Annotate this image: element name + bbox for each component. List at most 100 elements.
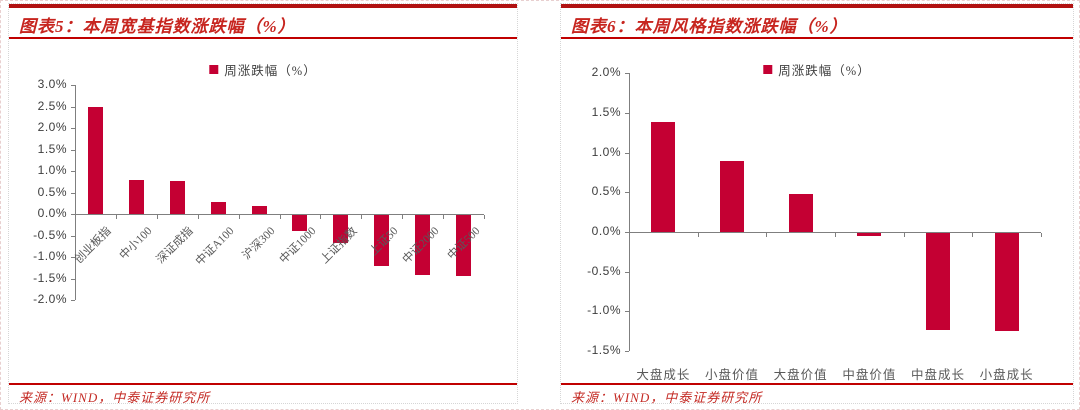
bar-chart-broad-index: 周涨跌幅（%） 3.0% 2.5% 2.0% 1.5% 1.0% 0.5% 0.0% -0.5… bbox=[9, 42, 517, 380]
bar-中盘成长 bbox=[926, 233, 950, 330]
bar-中证A100 bbox=[210, 201, 226, 214]
y-axis bbox=[75, 85, 76, 300]
y-tick bbox=[71, 85, 75, 86]
y-tick-label: -1.0% bbox=[587, 303, 621, 318]
figure-title: 图表5：本周宽基指数涨跌幅（%） bbox=[19, 17, 296, 36]
x-tick bbox=[361, 215, 363, 219]
y-tick-label: 2.0% bbox=[37, 120, 67, 134]
x-tick bbox=[197, 215, 199, 219]
y-tick bbox=[71, 149, 75, 151]
y-tick bbox=[625, 113, 629, 115]
x-tick bbox=[972, 233, 974, 237]
x-tick-label: 大盘价值 bbox=[773, 368, 828, 382]
y-tick-label: 1.0% bbox=[591, 144, 621, 159]
y-tick bbox=[625, 152, 629, 154]
y-tick-label: -0.5% bbox=[587, 263, 621, 278]
y-tick bbox=[625, 73, 629, 75]
x-tick bbox=[835, 233, 836, 237]
x-tick bbox=[903, 233, 905, 237]
x-tick bbox=[1041, 233, 1042, 237]
source-divider bbox=[561, 383, 1073, 385]
y-tick bbox=[625, 192, 629, 194]
source-note: 来源：WIND，中泰证券研究所 bbox=[19, 390, 211, 405]
x-tick-label: 中盘价值 bbox=[842, 368, 897, 382]
bar-上证50 bbox=[374, 215, 390, 266]
y-tick bbox=[71, 128, 75, 129]
x-tick-label: 大盘成长 bbox=[636, 368, 691, 382]
bar-大盘成长 bbox=[651, 121, 676, 232]
y-tick-label: 1.0% bbox=[37, 163, 67, 177]
chart-legend: 周涨跌幅（%） bbox=[763, 60, 870, 79]
bar-大盘价值 bbox=[788, 193, 813, 232]
bar-深证成指 bbox=[169, 181, 185, 214]
y-tick-label: -1.0% bbox=[33, 249, 67, 263]
x-tick bbox=[484, 215, 485, 219]
bar-中盘价值 bbox=[857, 233, 882, 237]
bar-小盘成长 bbox=[994, 233, 1019, 331]
x-tick bbox=[766, 233, 768, 237]
y-tick bbox=[71, 257, 75, 258]
figure-title: 图表6：本周风格指数涨跌幅（%） bbox=[571, 17, 848, 36]
x-tick-label: 小盘价值 bbox=[704, 368, 759, 382]
x-tick bbox=[279, 215, 281, 219]
legend-label: 周涨跌幅（%） bbox=[778, 64, 871, 78]
y-tick bbox=[71, 106, 75, 108]
bar-上证指数 bbox=[333, 215, 349, 243]
bar-沪深300 bbox=[251, 205, 267, 214]
panel-top-rule bbox=[561, 4, 1073, 8]
y-tick-label: 2.0% bbox=[591, 65, 621, 80]
y-tick bbox=[71, 171, 75, 172]
x-tick bbox=[697, 233, 699, 237]
y-tick-label: -1.5% bbox=[33, 270, 67, 285]
y-tick-label: 0.5% bbox=[591, 184, 621, 199]
source-divider bbox=[9, 383, 517, 385]
x-tick bbox=[115, 215, 117, 219]
y-tick-label: 0.5% bbox=[37, 184, 67, 199]
bar-小盘价值 bbox=[720, 160, 744, 232]
y-axis bbox=[629, 73, 630, 351]
source-note: 来源：WIND，中泰证券研究所 bbox=[571, 390, 763, 405]
bar-创业板指 bbox=[87, 106, 103, 214]
x-tick-label: 中盘成长 bbox=[910, 368, 965, 382]
y-tick-label: 0.0% bbox=[591, 224, 621, 238]
legend-swatch-icon bbox=[763, 65, 773, 74]
y-tick bbox=[625, 350, 629, 352]
y-tick-label: -2.0% bbox=[33, 292, 67, 306]
y-tick-label: 2.5% bbox=[37, 98, 67, 113]
y-tick-label: 3.0% bbox=[37, 77, 67, 91]
y-tick bbox=[71, 278, 75, 280]
x-tick bbox=[443, 215, 445, 219]
bar-chart-style-index: 周涨跌幅（%） 2.0% 1.5% 1.0% 0.5% 0.0% -0.5% -1.0% -1… bbox=[561, 42, 1073, 382]
title-divider bbox=[9, 37, 517, 39]
x-tick bbox=[320, 215, 322, 219]
legend-label: 周涨跌幅（%） bbox=[224, 64, 317, 78]
y-tick-label: -0.5% bbox=[33, 227, 67, 242]
x-tick-label: 小盘成长 bbox=[979, 368, 1034, 382]
x-tick bbox=[156, 215, 158, 219]
y-tick bbox=[625, 232, 629, 233]
y-tick bbox=[71, 192, 75, 194]
figure-panel-style-index: 图表6：本周风格指数涨跌幅（%） 周涨跌幅（%） 2.0% 1.5% 1.0% 0.5… bbox=[560, 3, 1074, 405]
y-tick bbox=[625, 311, 629, 313]
x-tick bbox=[402, 215, 404, 219]
x-axis bbox=[629, 232, 1041, 233]
x-tick bbox=[238, 215, 240, 219]
chart-legend: 周涨跌幅（%） bbox=[209, 60, 316, 79]
y-tick bbox=[71, 300, 75, 301]
y-tick bbox=[71, 235, 75, 237]
figure-panel-broad-index: 图表5：本周宽基指数涨跌幅（%） 周涨跌幅（%） 3.0% 2.5% 2.0% 1.5… bbox=[8, 3, 518, 405]
panel-top-rule bbox=[9, 4, 517, 8]
y-tick-label: -1.5% bbox=[587, 342, 621, 357]
bar-中证2000 bbox=[415, 215, 431, 276]
x-axis bbox=[75, 214, 484, 215]
y-tick-label: 1.5% bbox=[37, 141, 67, 156]
bar-中证500 bbox=[456, 215, 472, 277]
y-tick bbox=[71, 214, 75, 215]
bar-中小100 bbox=[128, 179, 144, 214]
bar-中证1000 bbox=[292, 215, 308, 232]
title-divider bbox=[561, 37, 1073, 39]
y-tick bbox=[625, 271, 629, 273]
legend-swatch-icon bbox=[209, 65, 219, 74]
y-tick-label: 0.0% bbox=[37, 206, 67, 220]
